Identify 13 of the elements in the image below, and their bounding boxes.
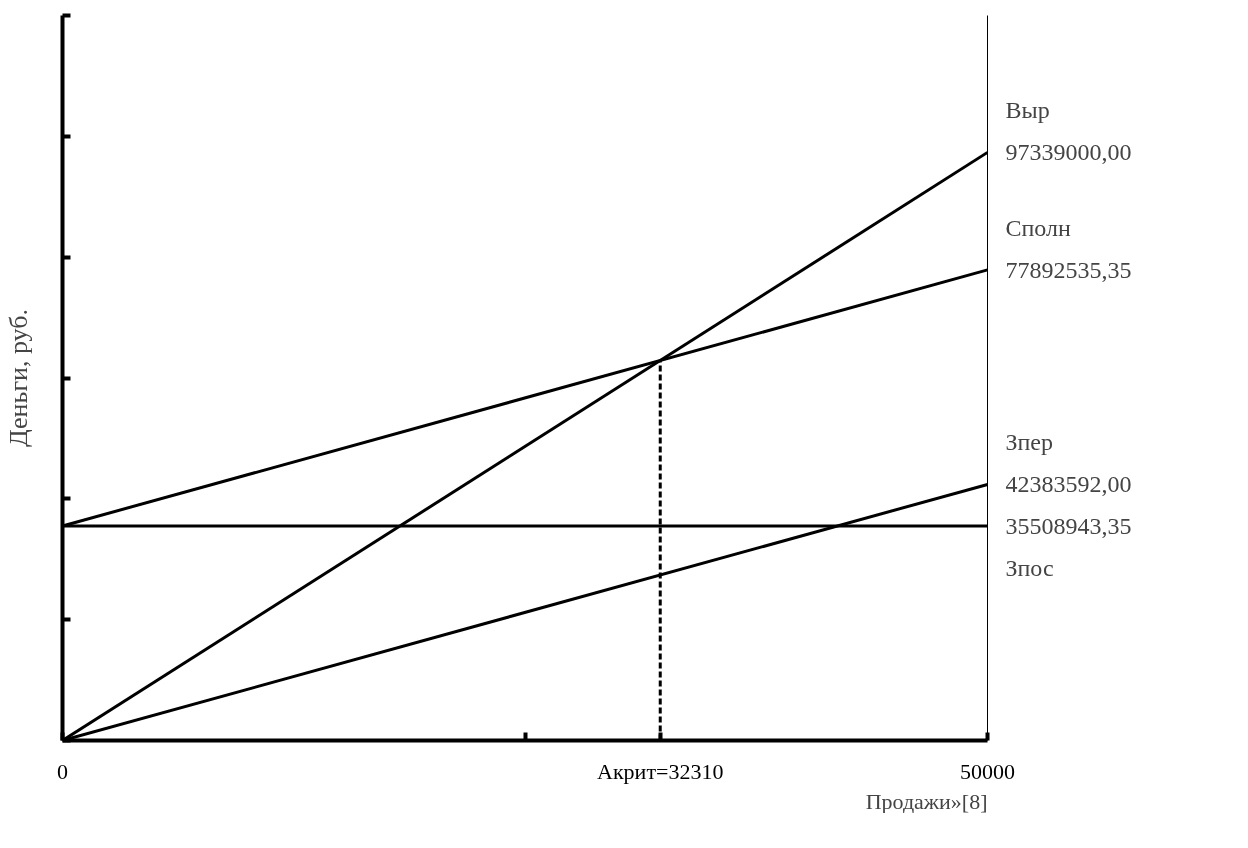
x-tick-label: 50000 — [960, 758, 1015, 784]
x-axis-title: Продажи»[8] — [865, 788, 988, 814]
data-label: 77892535,35 — [1005, 256, 1132, 283]
series-label: Выр — [1005, 97, 1050, 124]
series-label: Зпос — [1005, 554, 1054, 581]
y-axis-title: Деньги, руб. — [3, 308, 33, 447]
series-label: Сполн — [1005, 214, 1072, 241]
series-label: Зпер — [1005, 429, 1054, 456]
data-label: 97339000,00 — [1005, 139, 1132, 166]
x-tick-label: 0 — [57, 758, 68, 784]
x-tick-label: Акрит=32310 — [597, 758, 724, 784]
data-label: 42383592,00 — [1005, 471, 1132, 498]
data-label: 35508943,35 — [1005, 512, 1132, 539]
